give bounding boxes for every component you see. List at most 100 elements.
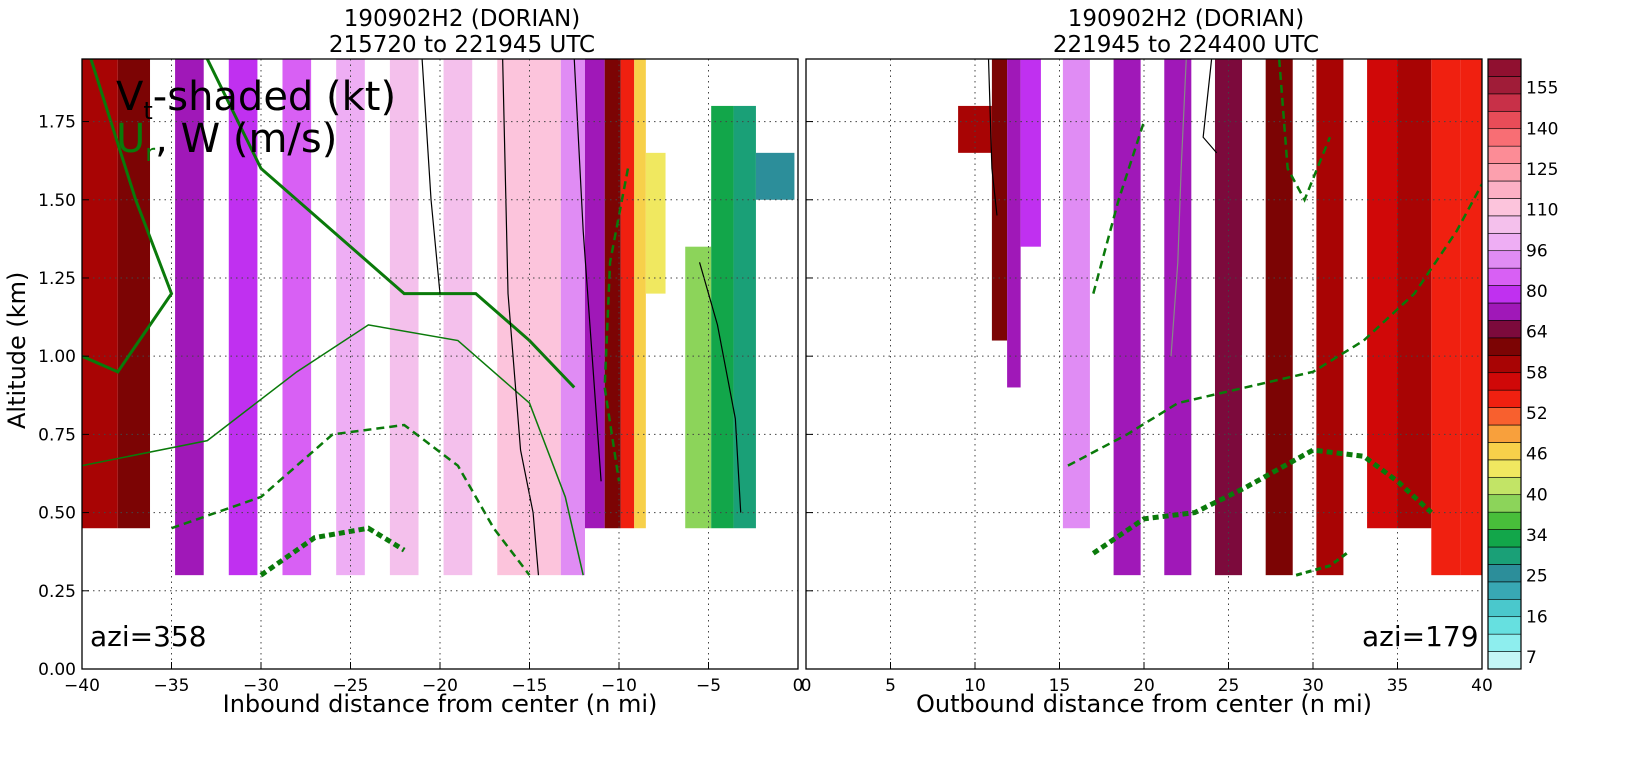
left-contours	[82, 59, 742, 578]
colorbar-swatch	[1487, 93, 1522, 112]
right-xtick-label: 10	[964, 676, 986, 696]
colorbar-swatch	[1487, 442, 1522, 461]
ytick-label: 0.75	[38, 425, 76, 445]
right-contour-line	[1067, 183, 1482, 467]
legend-contour-label: Ur, W (m/s)	[116, 116, 337, 167]
colorbar-swatch	[1487, 529, 1522, 548]
right-vt-column	[1316, 59, 1344, 576]
right-contour-line	[1170, 59, 1187, 357]
colorbar-label: 25	[1526, 567, 1548, 587]
colorbar-swatch	[1487, 651, 1522, 670]
right-vt-column	[1113, 59, 1141, 576]
left-contour-line	[82, 59, 174, 374]
colorbar-swatch	[1487, 424, 1522, 443]
colorbar-swatch	[1487, 337, 1522, 356]
left-contour-line	[171, 423, 531, 576]
left-vt-column	[711, 105, 734, 529]
left-contour-line	[502, 59, 540, 576]
colorbar-swatch	[1487, 215, 1522, 234]
right-xtick-label: 20	[1133, 676, 1155, 696]
right-vt-column	[1007, 59, 1021, 388]
right-vt-column	[1265, 59, 1293, 576]
colorbar-swatch	[1487, 459, 1522, 478]
left-contour-line	[698, 262, 742, 513]
right-xtick-label: 35	[1387, 676, 1409, 696]
right-vt-column	[1164, 59, 1192, 576]
right-contour-line	[1092, 121, 1146, 294]
colorbar-swatch	[1487, 58, 1522, 77]
left-vt-column	[389, 59, 419, 576]
right-vt-column	[958, 105, 992, 153]
right-contours	[987, 59, 1482, 577]
colorbar-label: 125	[1526, 160, 1558, 180]
colorbar-swatch	[1487, 302, 1522, 321]
colorbar-swatch	[1487, 354, 1522, 374]
legend-contour-symbol: U	[116, 116, 146, 162]
left-xtick-label: −10	[601, 676, 637, 696]
ylabel: Altitude (km)	[3, 271, 31, 429]
right-frame	[805, 58, 1483, 670]
left-title-line2: 215720 to 221945 UTC	[328, 32, 596, 58]
right-xtick-label: 0	[801, 676, 812, 696]
left-vt-column	[82, 59, 118, 529]
colorbar-label: 96	[1526, 241, 1548, 261]
left-xtick-label: 0	[793, 676, 804, 696]
left-xtick-label: −35	[154, 676, 190, 696]
right-panel-title: 190902H2 (DORIAN) 221945 to 224400 UTC	[806, 6, 1566, 58]
ytick-label: 1.00	[38, 347, 76, 367]
left-xtick-label: −40	[64, 676, 100, 696]
right-azi-label: azi=179	[1362, 620, 1479, 653]
ytick-label: 1.25	[38, 269, 76, 289]
colorbar-swatch	[1487, 564, 1522, 583]
right-contour-line	[1091, 447, 1433, 556]
right-contour-line	[1295, 552, 1348, 577]
left-panel-title: 190902H2 (DORIAN) 215720 to 221945 UTC	[82, 6, 842, 58]
right-vt-column	[1062, 59, 1090, 529]
colorbar-swatch	[1487, 180, 1522, 199]
colorbar-swatch	[1487, 546, 1522, 565]
left-vt-column	[282, 59, 312, 576]
colorbar-swatch	[1487, 407, 1522, 426]
legend-contour-sub: r	[145, 139, 156, 167]
ytick-label: 0.50	[38, 504, 76, 524]
colorbar-swatch	[1487, 250, 1522, 269]
colorbar-label: 80	[1526, 282, 1548, 302]
colorbar-swatch	[1487, 285, 1522, 304]
right-xtick-label: 40	[1471, 676, 1493, 696]
right-xlabel: Outbound distance from center (n mi)	[916, 690, 1372, 718]
left-contour-line	[573, 59, 602, 482]
colorbar-swatch	[1487, 145, 1522, 164]
ytick-label: 0.00	[38, 660, 76, 680]
left-xtick-label: −15	[512, 676, 548, 696]
colorbar-swatch	[1487, 128, 1522, 147]
left-vt-column	[604, 59, 621, 529]
left-vt-column	[755, 152, 795, 200]
left-vt-shading	[82, 59, 795, 576]
right-xtick-label: 15	[1049, 676, 1071, 696]
legend-shaded-rest: -shaded (kt)	[152, 74, 397, 120]
right-title-line2: 221945 to 224400 UTC	[1052, 32, 1320, 58]
colorbar-label: 155	[1526, 79, 1558, 99]
right-vt-column	[1020, 59, 1041, 247]
right-vt-column	[1431, 59, 1461, 576]
left-vt-column	[733, 105, 756, 529]
legend-shaded-label: Vt-shaded (kt)	[116, 74, 396, 125]
right-vt-column	[1460, 59, 1482, 576]
colorbar-swatch	[1487, 372, 1522, 391]
left-xtick-label: −5	[696, 676, 721, 696]
colorbar-label: 58	[1526, 363, 1548, 383]
legend-shaded-symbol: V	[116, 74, 144, 120]
right-contour-line	[987, 59, 998, 216]
left-azi-label: azi=358	[90, 620, 207, 653]
right-xtick-label: 25	[1218, 676, 1240, 696]
right-contour-line	[1277, 59, 1332, 203]
colorbar-label: 40	[1526, 485, 1548, 505]
left-vt-column	[634, 59, 646, 529]
left-title-line1: 190902H2 (DORIAN)	[343, 6, 581, 32]
colorbar-swatch	[1487, 598, 1522, 618]
colorbar-label: 110	[1526, 201, 1558, 221]
left-vt-column	[175, 59, 204, 576]
colorbar-label: 52	[1526, 404, 1548, 424]
axes: −40 −35 −30 −25 −20 −15 −10 −5 0 0.00 0.25 0.50 0.75…	[38, 58, 1493, 696]
